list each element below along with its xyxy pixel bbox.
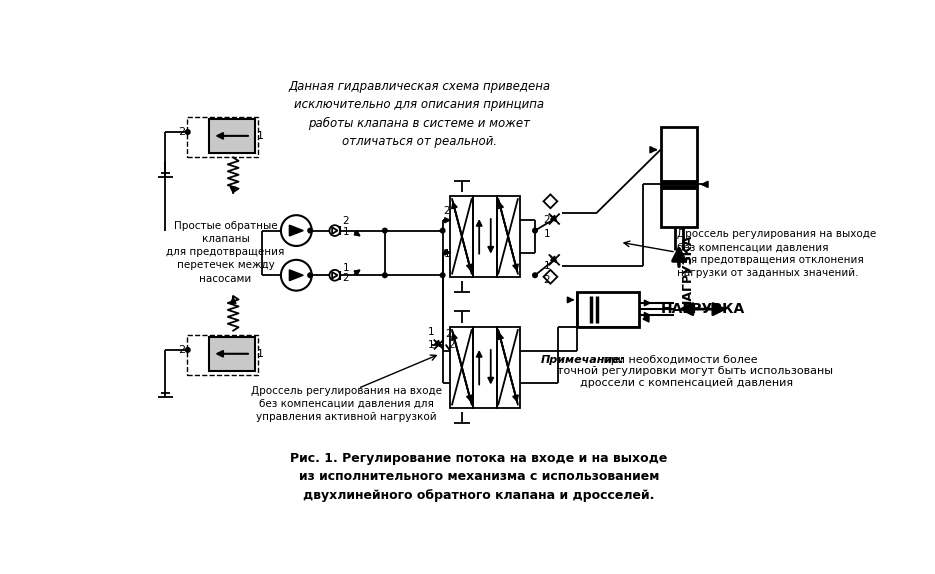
Circle shape xyxy=(308,273,312,278)
Text: Простые обратные
клапаны
для предотвращения
перетечек между
насосами: Простые обратные клапаны для предотвраще… xyxy=(166,221,284,284)
Text: 1: 1 xyxy=(342,227,349,237)
Text: 2: 2 xyxy=(342,273,349,284)
Text: Примечание:: Примечание: xyxy=(541,355,626,365)
Circle shape xyxy=(382,228,387,233)
Text: Рис. 1. Регулирование потока на входе и на выходе
из исполнительного механизма с: Рис. 1. Регулирование потока на входе и … xyxy=(290,452,668,502)
Polygon shape xyxy=(290,270,303,281)
Bar xyxy=(187,117,258,157)
Bar xyxy=(473,196,496,277)
Text: 2: 2 xyxy=(543,215,550,225)
Text: 1: 1 xyxy=(257,349,264,359)
Bar xyxy=(187,335,258,375)
Text: 2: 2 xyxy=(543,275,550,285)
Circle shape xyxy=(185,130,190,134)
Text: 2: 2 xyxy=(342,216,349,226)
Circle shape xyxy=(382,273,387,278)
Bar xyxy=(209,119,254,153)
Circle shape xyxy=(533,228,538,233)
Text: точной регулировки могут быть использованы: точной регулировки могут быть использова… xyxy=(556,366,832,377)
Text: НАГРУЗКА: НАГРУЗКА xyxy=(661,302,745,316)
Circle shape xyxy=(308,228,312,233)
Bar xyxy=(451,327,473,408)
Text: НАГРУЗКА: НАГРУЗКА xyxy=(682,234,695,309)
Text: при необходимости более: при необходимости более xyxy=(599,355,757,365)
Bar xyxy=(660,127,698,227)
Bar xyxy=(496,196,520,277)
Text: 2: 2 xyxy=(178,345,185,355)
Text: 1: 1 xyxy=(428,340,435,350)
Circle shape xyxy=(533,273,538,278)
Bar xyxy=(578,292,639,327)
Circle shape xyxy=(185,348,190,352)
Circle shape xyxy=(440,273,445,278)
Text: дроссели с компенсацией давления: дроссели с компенсацией давления xyxy=(580,378,793,388)
Bar xyxy=(451,196,473,277)
Bar xyxy=(473,327,496,408)
Circle shape xyxy=(440,228,445,233)
Bar xyxy=(209,337,254,371)
Text: Данная гидравлическая схема приведена
исключительно для описания принципа
работы: Данная гидравлическая схема приведена ис… xyxy=(289,80,551,148)
Text: 2: 2 xyxy=(443,206,450,216)
Text: Дроссель регулирования на входе
без компенсации давления для
управления активной: Дроссель регулирования на входе без комп… xyxy=(251,386,442,422)
Text: 2: 2 xyxy=(178,127,185,137)
Text: 1: 1 xyxy=(257,131,264,141)
Bar xyxy=(496,327,520,408)
Text: 2: 2 xyxy=(446,329,453,339)
Text: 2: 2 xyxy=(448,340,454,350)
Text: 1: 1 xyxy=(543,261,550,271)
Text: Дроссель регулирования на выходе
без компенсации давления
для предотвращения отк: Дроссель регулирования на выходе без ком… xyxy=(678,229,877,278)
Text: 1: 1 xyxy=(443,249,450,259)
Polygon shape xyxy=(290,225,303,236)
Text: 1: 1 xyxy=(428,327,435,338)
Text: 1: 1 xyxy=(342,263,349,273)
Text: 1: 1 xyxy=(543,229,550,239)
